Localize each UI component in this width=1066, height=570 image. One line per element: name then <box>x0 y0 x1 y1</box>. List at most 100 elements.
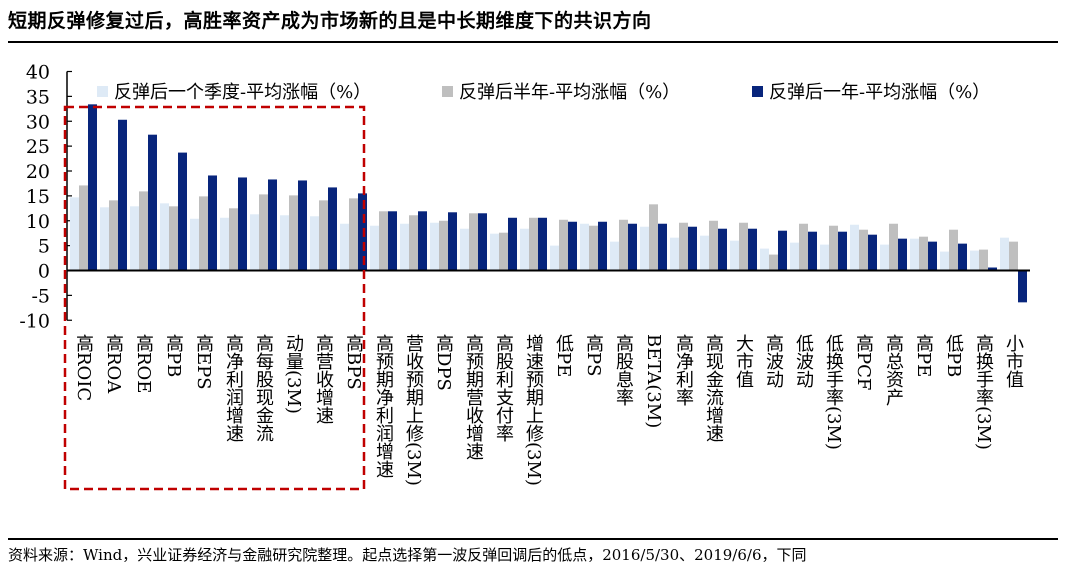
bar-1 <box>160 203 169 271</box>
bar-1 <box>580 223 589 271</box>
category-label: 低PE <box>553 334 574 378</box>
bar-2 <box>529 217 538 271</box>
legend-item: 反弹后一个季度-平均涨幅（%） <box>97 78 371 104</box>
y-tick-label: 40 <box>26 62 50 84</box>
bar-2 <box>619 219 628 271</box>
y-tick-label: 25 <box>26 136 50 158</box>
highlight-box <box>63 105 366 491</box>
bar-1 <box>250 214 259 271</box>
bar-2 <box>229 208 238 271</box>
bar-1 <box>970 250 979 271</box>
bar-3 <box>208 175 217 271</box>
bar-2 <box>559 219 568 271</box>
category-label: 高DPS <box>433 334 454 391</box>
category-label: 大市值 <box>733 334 754 388</box>
bar-1 <box>70 197 79 271</box>
bar-2 <box>109 200 118 271</box>
y-tick-label: 20 <box>26 161 50 183</box>
bar-2 <box>859 229 868 271</box>
category-label: 高EPS <box>193 334 214 390</box>
category-label: 高总资产 <box>883 334 904 406</box>
category-label: 高每股现金流 <box>253 334 274 442</box>
legend-swatch <box>97 85 108 97</box>
bar-3 <box>628 223 637 271</box>
category-label: BETA(3M) <box>643 334 664 429</box>
bar-2 <box>679 222 688 271</box>
bar-3 <box>778 230 787 271</box>
bar-3 <box>388 211 397 271</box>
bar-3 <box>448 212 457 271</box>
bar-3 <box>118 119 127 271</box>
category-label: 高净利润增速 <box>223 334 244 442</box>
bar-1 <box>820 244 829 271</box>
category-label: 高PB <box>163 334 184 378</box>
category-label: 高BPS <box>343 334 364 390</box>
legend-label: 反弹后一个季度-平均涨幅（%） <box>114 82 372 103</box>
bar-2 <box>829 225 838 271</box>
bar-1 <box>490 233 499 271</box>
bar-2 <box>79 185 88 271</box>
bar-1 <box>190 218 199 271</box>
bar-1 <box>760 248 769 271</box>
bar-2 <box>949 229 958 271</box>
bar-1 <box>850 224 859 271</box>
bar-3 <box>958 243 967 271</box>
bar-2 <box>709 220 718 271</box>
legend-swatch <box>442 85 453 97</box>
bar-1 <box>280 215 289 271</box>
y-tick-label: 10 <box>26 211 50 233</box>
bar-3 <box>478 213 487 271</box>
bar-1 <box>100 207 109 271</box>
legend-label: 反弹后一年-平均涨幅（%） <box>769 82 991 103</box>
bar-2 <box>379 211 388 271</box>
bar-3 <box>538 217 547 271</box>
bar-1 <box>550 245 559 271</box>
category-label: 高PS <box>583 334 604 377</box>
category-label: 高换手率(3M) <box>973 334 994 450</box>
bar-2 <box>289 195 298 271</box>
top-divider <box>8 41 1058 43</box>
bar-1 <box>610 241 619 271</box>
bar-3 <box>568 221 577 271</box>
bar-3 <box>988 267 997 271</box>
legend-item: 反弹后一年-平均涨幅（%） <box>752 78 990 104</box>
category-label: 高股息率 <box>613 334 634 406</box>
bar-2 <box>499 232 508 271</box>
bar-2 <box>439 220 448 271</box>
y-tick-label: 5 <box>38 236 50 258</box>
bar-2 <box>889 223 898 271</box>
bar-2 <box>919 236 928 271</box>
category-label: 高PCF <box>853 334 874 391</box>
bar-2 <box>259 194 268 271</box>
y-tick-label: -10 <box>19 310 50 332</box>
bar-1 <box>130 206 139 271</box>
category-label: 低PB <box>943 334 964 378</box>
y-tick-label: 35 <box>26 86 50 108</box>
bar-3 <box>658 223 667 271</box>
category-label: 高ROA <box>103 334 124 394</box>
bar-1 <box>430 222 439 271</box>
bar-3 <box>358 193 367 271</box>
category-label: 高营收增速 <box>313 334 334 424</box>
bar-1 <box>790 242 799 271</box>
category-label: 高预期营收增速 <box>463 334 484 460</box>
bar-2 <box>979 249 988 271</box>
bar-1 <box>460 228 469 271</box>
category-label: 高ROIC <box>73 334 94 402</box>
bar-1 <box>670 237 679 271</box>
bar-2 <box>169 206 178 271</box>
bar-3 <box>298 180 307 271</box>
y-tick-label: 0 <box>38 261 50 283</box>
bar-3 <box>418 211 427 271</box>
legend-item: 反弹后半年-平均涨幅（%） <box>442 78 680 104</box>
bar-2 <box>199 196 208 271</box>
category-label: 小市值 <box>1003 334 1024 388</box>
category-label: 高净利率 <box>673 334 694 406</box>
bar-3 <box>268 179 277 271</box>
bar-1 <box>220 217 229 271</box>
bar-3 <box>598 221 607 271</box>
bar-3 <box>178 152 187 271</box>
bar-3 <box>88 104 97 271</box>
